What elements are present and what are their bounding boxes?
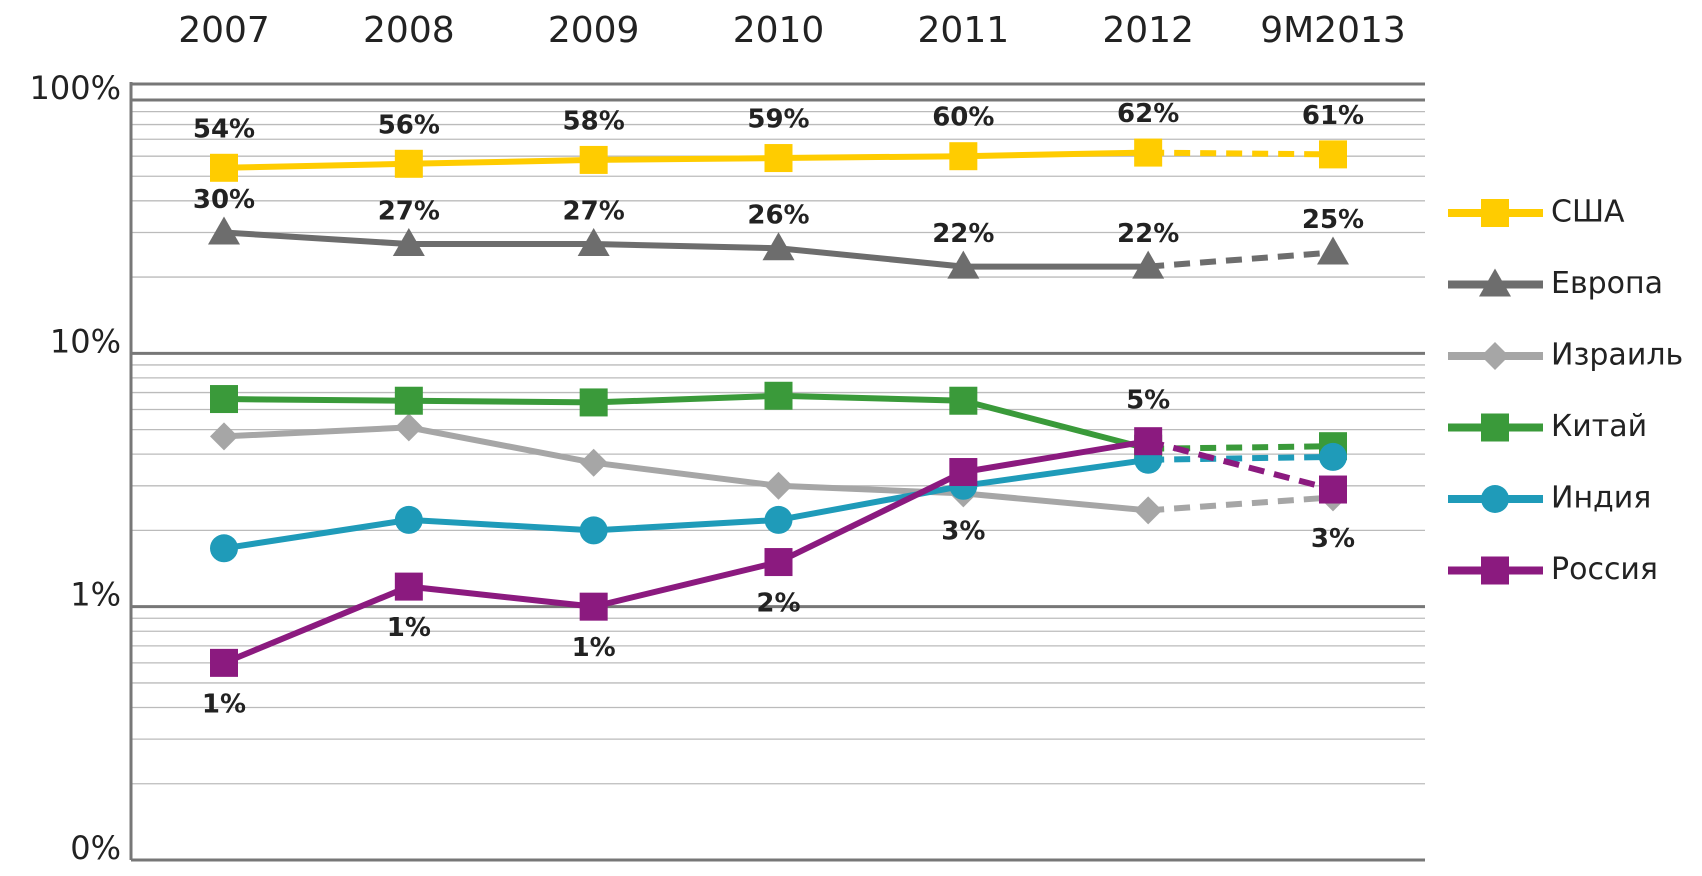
legend-marker (1481, 485, 1509, 513)
point (577, 228, 610, 257)
point (210, 534, 238, 563)
point (392, 228, 425, 257)
data-label: 62% (1117, 99, 1179, 129)
data-label: 59% (747, 105, 809, 135)
legend-label: Израиль (1551, 338, 1683, 373)
data-label: 3% (941, 517, 985, 547)
data-label: 26% (747, 201, 809, 231)
point (210, 648, 238, 677)
point (1319, 140, 1347, 169)
data-label: 1% (572, 633, 616, 663)
data-label: 1% (387, 613, 431, 643)
data-label: 54% (193, 114, 255, 144)
data-label: 60% (932, 103, 994, 133)
point (1134, 138, 1163, 167)
series-line-projected (1148, 453, 1334, 463)
point (949, 386, 978, 415)
series-line (223, 456, 1149, 552)
data-label: 61% (1302, 101, 1364, 131)
x-tick-label: 2009 (548, 10, 640, 51)
point (1134, 496, 1163, 525)
x-tick-label: 2008 (363, 10, 455, 51)
y-tick-label: 100% (30, 69, 121, 107)
series-line (222, 438, 1149, 666)
point (1319, 442, 1347, 471)
legend-marker (1481, 342, 1509, 370)
point (210, 385, 238, 414)
legend-marker (1481, 199, 1509, 227)
point (764, 471, 793, 500)
data-label: 27% (378, 197, 440, 227)
x-tick-label: 9M2013 (1260, 10, 1406, 51)
series-line (223, 229, 1149, 270)
data-label: 22% (932, 219, 994, 249)
x-tick-label: 2011 (918, 10, 1010, 51)
x-tick-label: 2007 (178, 10, 270, 51)
point (762, 232, 795, 261)
legend-marker (1479, 268, 1511, 297)
y-tick-label: 10% (50, 322, 121, 360)
point (579, 592, 608, 621)
point (579, 448, 608, 477)
point (210, 422, 238, 451)
point (764, 381, 793, 410)
legend-marker (1481, 413, 1509, 442)
point (394, 149, 423, 178)
series-line-projected (1147, 494, 1334, 514)
data-label: 3% (1311, 524, 1355, 554)
data-label: 27% (563, 197, 625, 227)
x-tick-label: 2010 (733, 10, 825, 51)
series-line (223, 149, 1149, 171)
legend-label: Китай (1551, 409, 1647, 444)
point (764, 505, 793, 534)
legend-marker (1481, 556, 1509, 585)
point (1317, 236, 1349, 265)
y-tick-label: 0% (70, 829, 121, 867)
point (1134, 427, 1163, 456)
legend-label: Индия (1551, 481, 1651, 516)
data-label: 58% (563, 106, 625, 136)
legend-label: США (1551, 195, 1625, 230)
point (764, 548, 793, 577)
point (208, 216, 240, 245)
point (394, 572, 423, 601)
legend-label: Европа (1551, 266, 1663, 301)
data-label: 22% (1117, 219, 1179, 249)
data-label: 25% (1302, 205, 1364, 235)
data-label: 1% (202, 689, 246, 719)
point (579, 388, 608, 417)
data-label: 2% (756, 589, 800, 619)
point (764, 144, 793, 173)
point (210, 153, 238, 182)
y-tick-label: 1% (70, 576, 121, 614)
legend-label: Россия (1551, 552, 1658, 587)
point (1319, 475, 1347, 504)
point (394, 505, 423, 534)
series-line-projected (1147, 249, 1334, 270)
point (394, 413, 423, 442)
point (579, 516, 608, 545)
data-label: 56% (378, 110, 440, 140)
series-line (223, 392, 1149, 452)
point (394, 386, 423, 415)
point (949, 142, 978, 171)
point (579, 145, 608, 174)
series-line (223, 424, 1149, 514)
series-line-projected (1147, 438, 1334, 493)
data-label: 5% (1126, 386, 1170, 416)
x-tick-label: 2012 (1102, 10, 1194, 51)
point (1132, 250, 1165, 279)
series-line-projected (1148, 149, 1334, 158)
data-label: 30% (193, 185, 255, 215)
point (949, 458, 978, 487)
point (947, 250, 980, 279)
